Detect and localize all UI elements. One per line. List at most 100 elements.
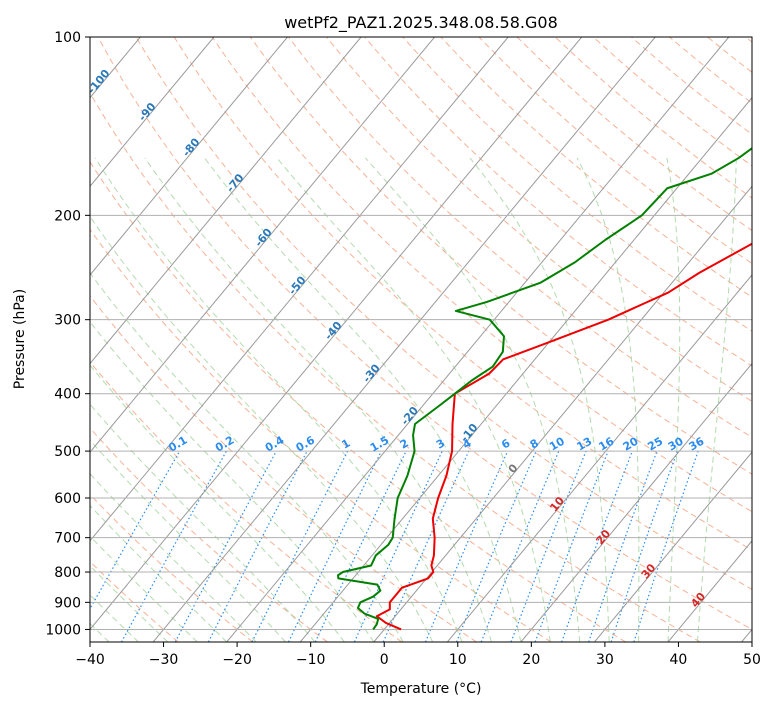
x-tick-label: 30 [596,652,614,668]
mixing-ratio-line [314,450,407,642]
warm-isotherm-label: 40 [688,590,708,610]
moist-adiabat [90,321,375,642]
mixing-ratio-line [534,450,609,642]
dewpoint-line [337,146,752,631]
isotherm-label: -60 [252,226,275,250]
temperature-line [375,242,752,631]
dry-adiabat [90,161,627,642]
isotherm-line [90,37,215,188]
x-tick-label: −30 [149,652,179,668]
isotherm-label: -100 [85,67,113,97]
moist-adiabat [666,157,681,642]
dry-adiabat [402,37,752,332]
mixing-ratio-line [561,450,633,642]
y-tick-label: 1000 [45,622,81,638]
mixing-ratio-line [251,450,349,642]
y-tick-label: 300 [54,313,81,329]
profile-lines [337,146,752,631]
mixing-ratio-line [610,450,679,642]
x-tick-label: 20 [522,652,540,668]
mixing-ratio-line [287,450,382,642]
mixing-ratio-label: 8 [528,437,541,452]
isotherm-line [152,37,656,642]
mixing-ratio-label: 1 [339,437,352,452]
mixing-ratio-label: 3 [434,437,447,452]
pressure-gridlines [90,37,752,630]
dry-adiabat [288,37,752,438]
warm-isotherm-label: 30 [639,561,659,581]
dry-adiabat [97,37,752,631]
y-tick-label: 100 [54,30,81,46]
x-tick-label: −10 [296,652,326,668]
isotherm-label: -30 [360,361,383,385]
dry-adiabat [707,37,752,73]
isotherm-label: -80 [180,135,203,159]
y-tick-label: 500 [54,444,81,460]
isotherm-line [90,37,436,453]
dry-adiabat [173,37,752,551]
dry-adiabat [478,37,752,265]
y-tick-label: 700 [54,531,81,547]
dry-adiabat [364,37,752,367]
dry-adiabat [90,427,328,642]
dry-adiabat [90,295,477,642]
mixing-ratio-line [207,450,308,642]
isotherm-line [90,37,288,276]
mixing-ratio-line [424,450,509,642]
x-axis-title: Temperature (°C) [360,681,482,697]
warm-isotherm-label: 10 [547,494,567,514]
y-axis: 1000 900 800 700 600 500 400 300 200 100 [45,30,90,638]
y-tick-label: 600 [54,491,81,507]
mixing-ratio-line [121,450,227,642]
isotherm-label-zero: 0 [506,461,521,475]
mixing-ratio-line [633,450,699,642]
isotherm-label: -20 [398,404,421,428]
y-tick-label: 200 [54,208,81,224]
y-tick-label: 900 [54,595,81,611]
x-tick-label: 10 [449,652,467,668]
isotherm-label: -40 [322,319,345,343]
isotherm-line [520,362,752,642]
dry-adiabat [440,37,752,298]
background-lines [90,37,752,642]
x-tick-label: −40 [75,652,105,668]
moist-adiabat [204,157,522,642]
dry-adiabat [669,37,752,104]
moist-adiabat [90,565,169,642]
dry-adiabat [326,37,752,402]
dry-adiabat [90,91,701,642]
isotherm-line [90,37,362,365]
plot-frame [89,36,753,643]
mixing-ratio-label: 6 [499,436,512,451]
x-tick-label: −20 [222,652,252,668]
chart-title: wetPf2_PAZ1.2025.348.08.58.G08 [284,13,558,33]
mixing-ratio-line [455,450,537,642]
mixing-ratio-line [382,450,470,642]
dry-adiabat [554,37,752,199]
moist-adiabat [90,439,286,642]
dry-adiabat [90,361,403,642]
y-axis-title: Pressure (hPa) [12,289,28,389]
moist-adiabat [90,215,434,642]
mixing-ratio-line [90,450,181,610]
isotherm-line [90,37,583,631]
dry-adiabat [90,228,552,642]
isotherm-line [594,451,752,642]
moist-adiabat [696,157,737,642]
mixing-ratio-line [480,450,560,642]
isotherm-line [299,96,752,642]
moist-adiabat [90,504,228,642]
x-axis: −40 −30 −20 −10 0 10 20 30 40 50 [75,642,761,668]
isotherm-line [741,628,752,642]
mixing-ratio-line [510,450,587,642]
dry-adiabat [90,560,179,642]
isotherm-line [373,185,752,642]
isotherm-line [226,37,730,642]
isotherm-line [446,274,752,642]
y-tick-label: 400 [54,387,81,403]
moist-adiabat [90,473,257,642]
moist-adiabat [469,157,610,642]
warm-isotherm-label: 20 [593,527,613,547]
dry-adiabat [135,37,752,590]
